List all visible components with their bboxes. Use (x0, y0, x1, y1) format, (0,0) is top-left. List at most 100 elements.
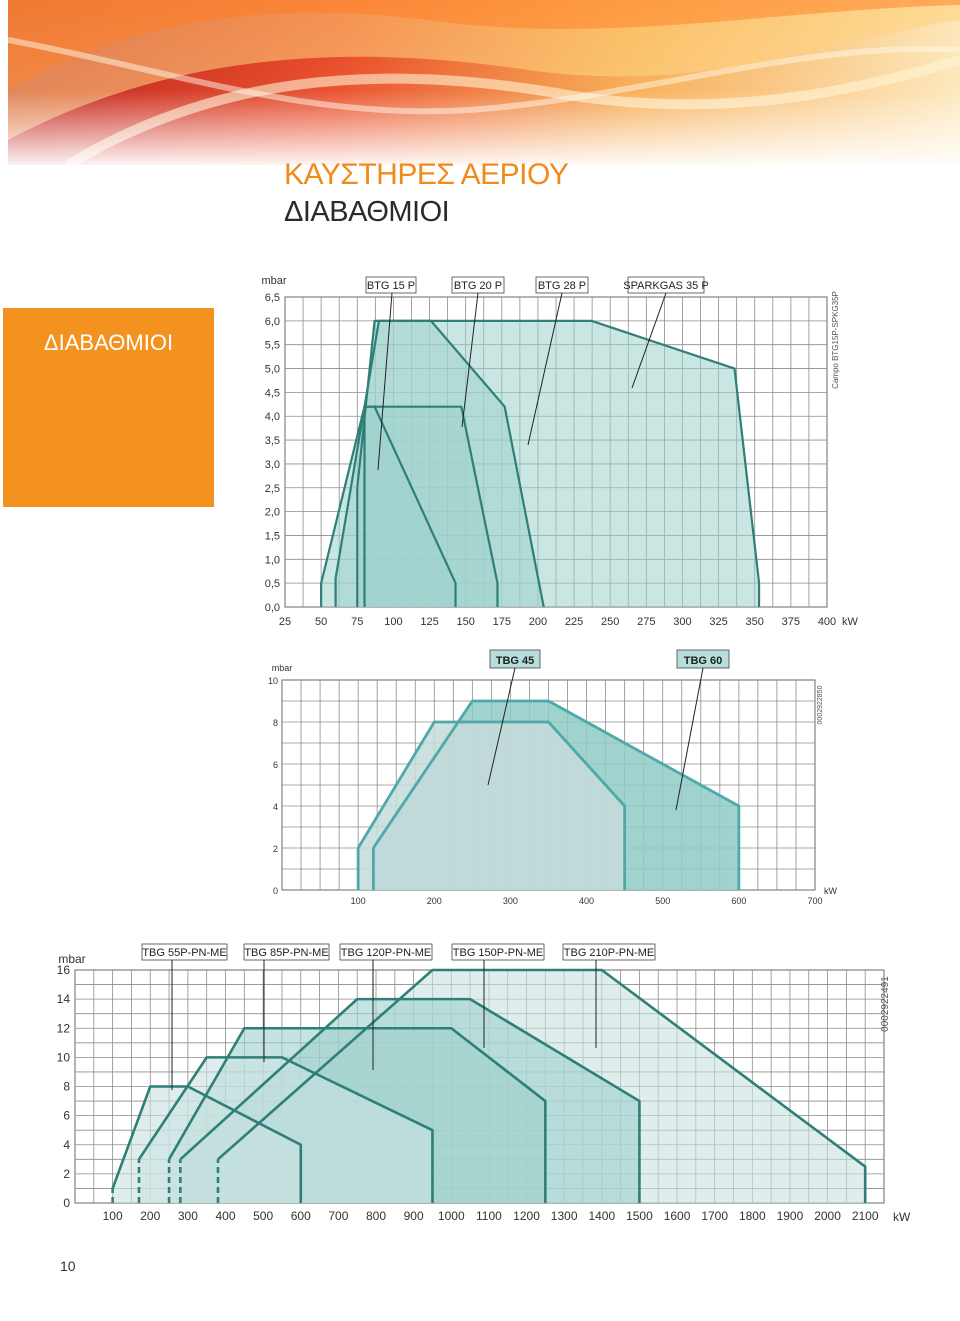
x-tick-label: 200 (529, 616, 547, 628)
x-tick-label: 225 (565, 616, 583, 628)
y-tick-label: 6 (63, 1109, 70, 1123)
page-title: ΚΑΥΣΤΗΡΕΣ ΑΕΡΙΟΥ (284, 158, 569, 191)
section-tab: ΔΙΑΒΑΘΜΙΟΙ (3, 308, 214, 507)
legend-label: BTG 20 P (454, 280, 502, 292)
y-tick-label: 1,5 (265, 530, 280, 542)
x-tick-label: 700 (328, 1209, 348, 1223)
legend-label: BTG 28 P (538, 280, 586, 292)
x-tick-label: 1600 (664, 1209, 691, 1223)
y-tick-label: 4 (273, 802, 278, 812)
legend-label: TBG 55P-PN-ME (142, 947, 226, 959)
chart-tbg-pn-me: 0 2 4 6 8 10 12 14 16 100 200 300 400 500 600 700 800 900… (57, 943, 911, 1224)
y-tick-label: 0 (63, 1196, 70, 1210)
y-tick-label: 10 (268, 676, 278, 686)
chart-code: 0002922850 (817, 685, 824, 724)
x-axis-unit: kW (893, 1210, 911, 1224)
legend-box (243, 943, 330, 961)
chart-code: 0002922491 (880, 976, 891, 1032)
legend-label: SPARKGAS 35 P (623, 280, 708, 292)
x-tick-label: 800 (366, 1209, 386, 1223)
y-tick-label: 2,0 (265, 507, 280, 519)
legend-label: TBG 120P-PN-ME (341, 947, 431, 959)
x-tick-label: 200 (140, 1209, 160, 1223)
x-tick-label: 1300 (551, 1209, 578, 1223)
chart-btg-sparkgas: 0,0 0,5 1,0 1,5 2,0 2,5 3,0 3,5 4,0 4,5 5,0 5,5 6,0 6… (261, 275, 859, 628)
y-tick-label: 3,5 (265, 435, 280, 447)
series-line (167, 1026, 547, 1203)
x-tick-label: 2100 (852, 1209, 879, 1223)
x-tick-label: 100 (103, 1209, 123, 1223)
legend-label: TBG 60 (684, 655, 723, 667)
x-tick-label: 175 (493, 616, 511, 628)
y-tick-label: 6 (273, 760, 278, 770)
legend-leader-line (377, 292, 393, 471)
legend-label: TBG 150P-PN-ME (453, 947, 543, 959)
x-tick-label: 2000 (814, 1209, 841, 1223)
y-axis-label: mbar (58, 952, 85, 966)
y-tick-label: 4,5 (265, 387, 280, 399)
y-tick-label: 2,5 (265, 483, 280, 495)
y-tick-label: 4 (63, 1138, 70, 1152)
legend-leader-line (487, 667, 516, 786)
y-tick-label: 14 (57, 992, 71, 1006)
page-number: 10 (60, 1258, 76, 1274)
series-line (356, 319, 761, 607)
series-line (137, 1056, 434, 1203)
x-tick-label: 250 (601, 616, 619, 628)
x-tick-label: 900 (404, 1209, 424, 1223)
x-axis-unit: kW (842, 616, 859, 628)
legend-leader-line (461, 292, 479, 428)
y-axis-label: mbar (272, 663, 293, 673)
x-tick-label: 500 (655, 896, 670, 906)
series-line (356, 720, 627, 890)
x-tick-label: 75 (351, 616, 363, 628)
x-tick-label: 300 (503, 896, 518, 906)
y-tick-label: 6,0 (265, 316, 280, 328)
y-tick-label: 2 (273, 844, 278, 854)
x-tick-label: 500 (253, 1209, 273, 1223)
legend-box (562, 943, 656, 961)
x-tick-label: 50 (315, 616, 327, 628)
series-line (179, 997, 641, 1203)
y-tick-label: 0,0 (265, 602, 280, 614)
legend-label: BTG 15 P (367, 280, 415, 292)
x-tick-label: 1900 (777, 1209, 804, 1223)
legend-label: TBG 210P-PN-ME (564, 947, 654, 959)
y-tick-label: 0 (273, 886, 278, 896)
x-tick-label: 1700 (701, 1209, 728, 1223)
y-tick-label: 16 (57, 963, 71, 977)
x-tick-label: 1500 (626, 1209, 653, 1223)
x-tick-label: 325 (709, 616, 727, 628)
series-area (321, 406, 456, 607)
legend-box (365, 276, 417, 294)
x-tick-label: 600 (291, 1209, 311, 1223)
x-tick-label: 200 (427, 896, 442, 906)
x-tick-label: 275 (637, 616, 655, 628)
x-axis-unit: kW (824, 886, 838, 896)
series-line (217, 968, 867, 1203)
y-tick-label: 2 (63, 1167, 70, 1181)
flame-banner (8, 0, 960, 165)
x-tick-label: 400 (818, 616, 836, 628)
y-tick-label: 8 (63, 1080, 70, 1094)
section-tab-label: ΔΙΑΒΑΘΜΙΟΙ (43, 330, 174, 355)
legend-label: TBG 45 (496, 655, 535, 667)
x-tick-label: 1100 (476, 1209, 502, 1223)
x-tick-label: 125 (420, 616, 438, 628)
x-tick-label: 100 (384, 616, 402, 628)
series-line (372, 699, 741, 890)
y-tick-label: 12 (57, 1021, 71, 1035)
y-tick-label: 0,5 (265, 578, 280, 590)
x-tick-label: 1800 (739, 1209, 766, 1223)
x-tick-label: 100 (351, 896, 366, 906)
legend-leader-line (675, 667, 704, 811)
legend-leader-line (527, 292, 563, 446)
legend-box (141, 943, 228, 961)
x-tick-label: 350 (746, 616, 764, 628)
x-tick-label: 1400 (588, 1209, 615, 1223)
x-tick-label: 400 (215, 1209, 235, 1223)
page-subtitle: ΔΙΑΒΑΘΜΙΟΙ (284, 196, 450, 228)
y-tick-label: 5,0 (265, 364, 280, 376)
x-tick-label: 300 (178, 1209, 198, 1223)
x-tick-label: 150 (456, 616, 474, 628)
